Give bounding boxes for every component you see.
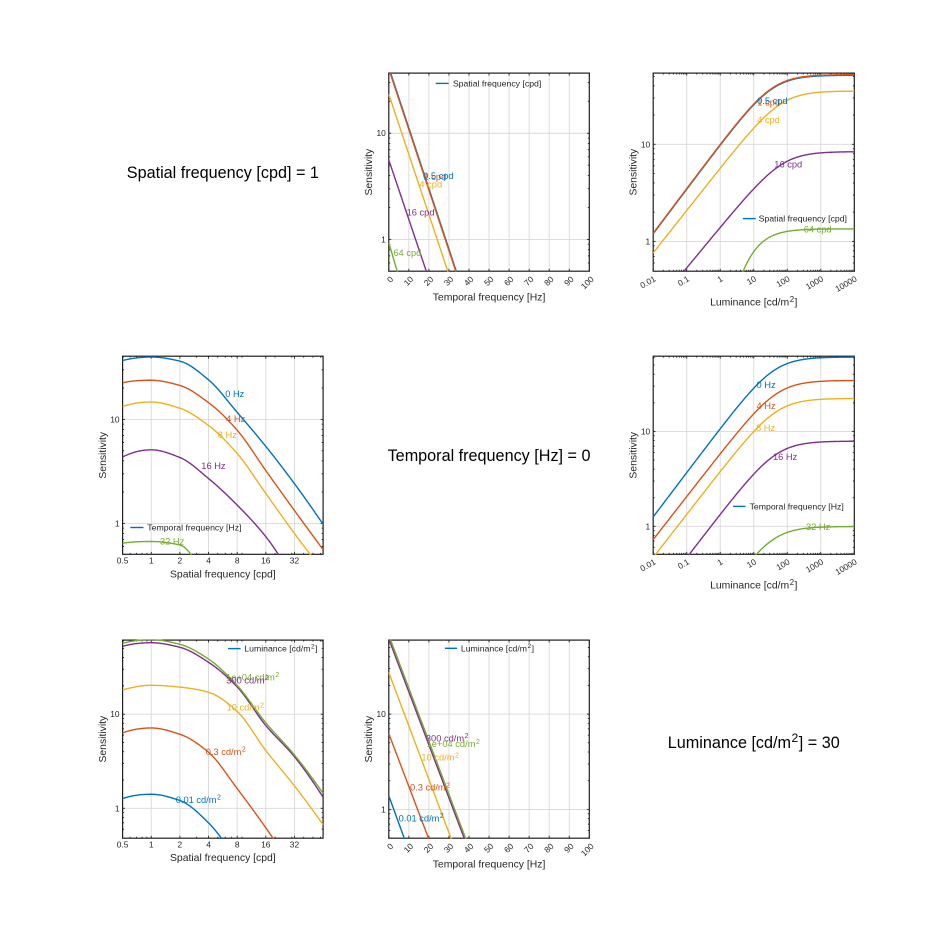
svg-text:Temporal frequency [Hz]: Temporal frequency [Hz]: [750, 502, 844, 512]
svg-text:Luminance [cd/m2]: Luminance [cd/m2]: [710, 578, 797, 592]
svg-text:1: 1: [381, 804, 386, 814]
svg-text:10: 10: [110, 709, 120, 719]
svg-text:16 cpd: 16 cpd: [774, 159, 802, 169]
svg-text:16 Hz: 16 Hz: [201, 461, 226, 471]
svg-text:4: 4: [206, 556, 211, 566]
svg-text:16: 16: [261, 840, 271, 850]
svg-text:0: 0: [385, 841, 396, 852]
svg-text:32 Hz: 32 Hz: [160, 536, 185, 546]
svg-text:4: 4: [206, 840, 211, 850]
svg-text:Temporal frequency [Hz]: Temporal frequency [Hz]: [147, 523, 241, 533]
svg-text:Temporal frequency [Hz]: Temporal frequency [Hz]: [433, 292, 546, 303]
svg-text:Sensitivity: Sensitivity: [364, 715, 375, 763]
svg-text:Luminance [cd/m2]: Luminance [cd/m2]: [710, 295, 797, 309]
svg-text:Sensitivity: Sensitivity: [98, 715, 109, 763]
svg-text:32: 32: [290, 840, 300, 850]
svg-text:10 cd/m2: 10 cd/m2: [227, 702, 265, 712]
svg-text:8 Hz: 8 Hz: [218, 430, 237, 440]
svg-text:64 cpd: 64 cpd: [804, 224, 832, 234]
svg-text:Sensitivity: Sensitivity: [628, 431, 639, 479]
svg-text:1: 1: [715, 557, 724, 568]
svg-text:Luminance [cd/m2]: Luminance [cd/m2]: [461, 643, 534, 653]
svg-text:Sensitivity: Sensitivity: [364, 148, 375, 196]
svg-text:0 Hz: 0 Hz: [225, 389, 244, 399]
svg-text:10 cd/m2: 10 cd/m2: [421, 752, 459, 762]
svg-text:10: 10: [641, 426, 651, 436]
svg-text:0: 0: [385, 274, 396, 285]
svg-text:1: 1: [149, 556, 154, 566]
svg-text:0.01 cd/m2: 0.01 cd/m2: [176, 795, 221, 805]
svg-text:1 cpd: 1 cpd: [757, 98, 780, 108]
svg-text:1: 1: [646, 236, 651, 246]
svg-text:4 Hz: 4 Hz: [226, 414, 245, 424]
svg-text:10: 10: [641, 139, 651, 149]
svg-text:Luminance [cd/m2] = 30: Luminance [cd/m2] = 30: [668, 731, 840, 752]
svg-text:0.5 cpd: 0.5 cpd: [423, 171, 454, 181]
svg-text:Spatial frequency [cpd]: Spatial frequency [cpd]: [170, 853, 276, 864]
svg-text:1 cpd: 1 cpd: [424, 172, 447, 182]
svg-text:Sensitivity: Sensitivity: [98, 431, 109, 479]
svg-text:0.5: 0.5: [117, 556, 129, 566]
svg-text:Luminance [cd/m2]: Luminance [cd/m2]: [244, 643, 317, 653]
svg-text:64 cpd: 64 cpd: [393, 248, 421, 258]
svg-text:1: 1: [381, 234, 386, 244]
svg-text:1: 1: [646, 521, 651, 531]
svg-text:8 Hz: 8 Hz: [756, 423, 775, 433]
svg-text:0.3 cd/m2: 0.3 cd/m2: [410, 782, 450, 792]
svg-text:4 Hz: 4 Hz: [757, 401, 776, 411]
svg-text:10: 10: [110, 414, 120, 424]
svg-text:1: 1: [149, 840, 154, 850]
svg-text:4 cpd: 4 cpd: [757, 115, 780, 125]
svg-text:300 cd/m2: 300 cd/m2: [226, 675, 269, 685]
svg-text:16 Hz: 16 Hz: [773, 452, 798, 462]
svg-text:0 Hz: 0 Hz: [757, 380, 776, 390]
svg-text:1e+04 cd/m2: 1e+04 cd/m2: [226, 672, 279, 682]
svg-text:Temporal frequency [Hz] = 0: Temporal frequency [Hz] = 0: [388, 447, 591, 465]
svg-text:16: 16: [261, 556, 271, 566]
svg-text:2: 2: [178, 840, 183, 850]
svg-text:32: 32: [290, 556, 300, 566]
svg-text:0.5: 0.5: [117, 840, 129, 850]
svg-text:1: 1: [115, 518, 120, 528]
svg-text:Spatial frequency [cpd]: Spatial frequency [cpd]: [759, 214, 847, 224]
svg-text:Spatial frequency [cpd]: Spatial frequency [cpd]: [453, 78, 541, 88]
svg-text:16 cpd: 16 cpd: [407, 208, 435, 218]
svg-text:0.3 cd/m2: 0.3 cd/m2: [206, 746, 246, 756]
svg-text:Spatial frequency [cpd] = 1: Spatial frequency [cpd] = 1: [127, 164, 319, 182]
svg-text:10: 10: [376, 709, 386, 719]
svg-text:Spatial frequency [cpd]: Spatial frequency [cpd]: [170, 569, 276, 580]
svg-text:32 Hz: 32 Hz: [806, 522, 831, 532]
svg-text:10: 10: [376, 128, 386, 138]
svg-text:0.01 cd/m2: 0.01 cd/m2: [399, 813, 444, 823]
svg-text:8: 8: [235, 556, 240, 566]
svg-text:1e+04 cd/m2: 1e+04 cd/m2: [427, 739, 480, 749]
svg-text:300 cd/m2: 300 cd/m2: [426, 733, 469, 743]
svg-text:Temporal frequency [Hz]: Temporal frequency [Hz]: [433, 859, 546, 870]
svg-text:4 cpd: 4 cpd: [419, 179, 442, 189]
svg-text:0.5 cpd: 0.5 cpd: [757, 96, 788, 106]
svg-text:2: 2: [178, 556, 183, 566]
svg-text:1: 1: [115, 803, 120, 813]
svg-text:8: 8: [235, 840, 240, 850]
svg-text:1: 1: [715, 273, 724, 284]
svg-text:Sensitivity: Sensitivity: [628, 148, 639, 196]
